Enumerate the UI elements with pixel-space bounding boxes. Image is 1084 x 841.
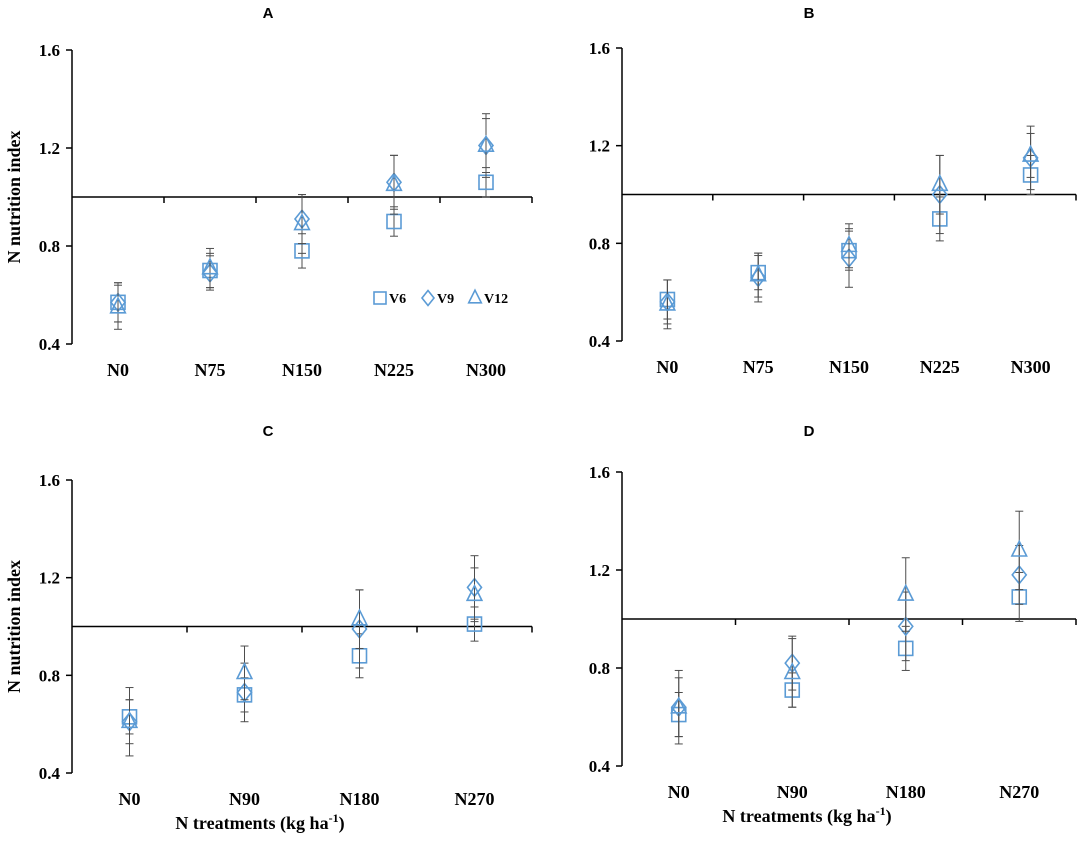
data-point-v9 xyxy=(897,616,914,637)
data-point-v12 xyxy=(385,173,403,192)
panel-label: A xyxy=(263,5,274,22)
category-label: N270 xyxy=(455,789,495,809)
category-label: N90 xyxy=(229,789,260,809)
data-point-v12 xyxy=(840,234,858,253)
chart-panel-a: A 0.4 0.8 1.2 1.6 N0 N75 N150 N225 N300 N nutritio… xyxy=(4,5,533,380)
legend-label: V6 xyxy=(389,292,406,307)
y-tick-label: 1.6 xyxy=(589,39,610,58)
data-point-v12 xyxy=(897,583,915,601)
category-label: N225 xyxy=(374,360,414,380)
category-label: N0 xyxy=(656,357,678,377)
category-label: N300 xyxy=(1011,357,1051,377)
data-point-v9 xyxy=(236,682,253,703)
panel-label: B xyxy=(804,5,815,22)
category-label: N0 xyxy=(107,360,129,380)
data-point-v12 xyxy=(120,710,139,729)
y-tick-label: 0.4 xyxy=(589,332,611,351)
data-point-v12 xyxy=(465,583,484,602)
panel-label: C xyxy=(263,423,274,440)
y-tick-label: 1.6 xyxy=(589,463,610,482)
x-axis-title-sup: -1 xyxy=(329,811,339,825)
y-tick-label: 0.8 xyxy=(589,659,610,678)
chart-panel-c: C 0.4 0.8 1.2 1.6 N0 N90 N180 N270 N nutrition in… xyxy=(4,423,533,834)
legend-label: V12 xyxy=(484,292,508,307)
data-point-v12 xyxy=(931,173,949,192)
legend-marker-v12 xyxy=(467,288,483,304)
y-tick-label: 1.6 xyxy=(39,471,60,490)
data-point-v12 xyxy=(749,264,767,282)
data-point-v12 xyxy=(1010,539,1028,557)
data-point-v12 xyxy=(350,608,369,626)
x-axis-title-close: ) xyxy=(886,806,892,827)
y-tick-label: 1.6 xyxy=(39,41,60,60)
y-tick-label: 1.2 xyxy=(39,139,60,158)
category-label: N180 xyxy=(340,789,380,809)
legend-marker-v6 xyxy=(373,291,387,305)
data-point-v12 xyxy=(658,293,677,311)
y-tick-label: 0.4 xyxy=(39,335,61,354)
category-label: N90 xyxy=(777,782,808,802)
chart-panel-b: B 0.4 0.8 1.2 1.6 N0 N75 N150 N225 N300 xyxy=(589,5,1077,377)
chart-panel-d: D 0.4 0.8 1.2 1.6 N0 N90 N180 N270 N treatments (… xyxy=(589,423,1077,827)
x-axis-title-close: ) xyxy=(339,813,345,834)
data-point-v12 xyxy=(293,213,311,231)
y-tick-label: 0.8 xyxy=(39,237,60,256)
legend-marker-v9 xyxy=(420,289,436,307)
category-label: N270 xyxy=(999,782,1039,802)
category-label: N300 xyxy=(466,360,506,380)
legend-label: V9 xyxy=(437,292,454,307)
y-tick-label: 0.4 xyxy=(589,757,611,776)
y-tick-label: 1.2 xyxy=(589,561,610,580)
x-axis-title: N treatments (kg ha-1) xyxy=(175,811,344,834)
y-tick-label: 0.8 xyxy=(589,234,610,253)
data-point-v12 xyxy=(783,662,801,680)
data-point-v12 xyxy=(109,296,127,314)
x-axis-title-main: N treatments (kg ha xyxy=(722,806,875,827)
y-tick-label: 1.2 xyxy=(589,137,610,156)
x-axis-title: N treatments (kg ha-1) xyxy=(722,804,891,827)
category-label: N225 xyxy=(920,357,960,377)
panel-label: D xyxy=(804,423,815,440)
data-point-v12 xyxy=(1021,144,1040,162)
data-point-v12 xyxy=(670,696,688,714)
category-label: N180 xyxy=(886,782,926,802)
category-label: N150 xyxy=(282,360,322,380)
data-point-v12 xyxy=(235,662,254,680)
y-axis-title: N nutrition index xyxy=(4,130,24,263)
data-point-v12 xyxy=(201,257,219,275)
category-label: N0 xyxy=(119,789,141,809)
y-axis-title: N nutrition index xyxy=(4,560,24,693)
y-tick-label: 0.8 xyxy=(39,666,60,685)
x-axis-title-sup: -1 xyxy=(876,804,886,818)
x-axis-title-main: N treatments (kg ha xyxy=(175,813,328,834)
legend: V6 V9 V12 xyxy=(373,288,508,307)
data-point-v12 xyxy=(477,134,495,152)
category-label: N0 xyxy=(668,782,690,802)
category-label: N75 xyxy=(743,357,774,377)
category-label: N75 xyxy=(195,360,226,380)
category-label: N150 xyxy=(829,357,869,377)
y-tick-label: 0.4 xyxy=(39,764,61,783)
y-tick-label: 1.2 xyxy=(39,569,60,588)
